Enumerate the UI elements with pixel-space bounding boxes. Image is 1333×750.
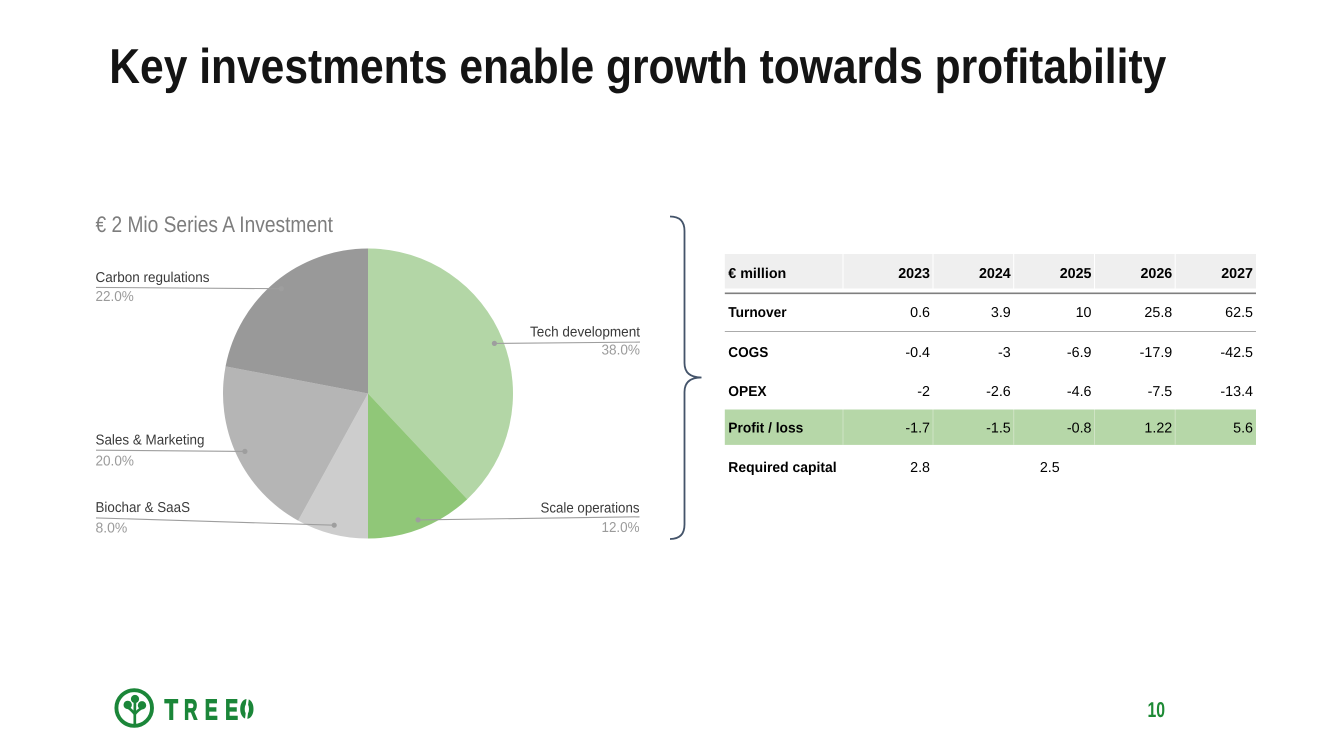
svg-text:-0.8: -0.8 — [1067, 421, 1092, 437]
svg-text:2027: 2027 — [1221, 266, 1253, 282]
svg-text:OPEX: OPEX — [728, 384, 767, 400]
svg-text:-1.7: -1.7 — [905, 421, 930, 437]
svg-text:-3: -3 — [998, 345, 1011, 361]
svg-text:-2.6: -2.6 — [986, 384, 1011, 400]
svg-text:Biochar & SaaS: Biochar & SaaS — [96, 500, 191, 516]
svg-text:-1.5: -1.5 — [986, 421, 1011, 437]
svg-text:Key investments enable growth: Key investments enable growth towards pr… — [109, 40, 1166, 94]
svg-text:-4.6: -4.6 — [1067, 384, 1092, 400]
svg-text:-7.5: -7.5 — [1148, 384, 1173, 400]
svg-text:Required capital: Required capital — [728, 460, 836, 476]
svg-text:2026: 2026 — [1140, 266, 1172, 282]
svg-text:2.5: 2.5 — [1040, 460, 1060, 476]
svg-text:-42.5: -42.5 — [1220, 345, 1253, 361]
svg-text:10: 10 — [1076, 305, 1092, 321]
svg-text:T: T — [165, 694, 179, 726]
svg-text:R: R — [184, 694, 198, 726]
svg-text:5.6: 5.6 — [1233, 421, 1253, 437]
svg-text:Sales & Marketing: Sales & Marketing — [96, 432, 205, 448]
svg-text:2025: 2025 — [1060, 266, 1092, 282]
svg-text:1.22: 1.22 — [1144, 421, 1172, 437]
svg-text:-6.9: -6.9 — [1067, 345, 1092, 361]
svg-text:Tech development: Tech development — [530, 324, 640, 340]
svg-text:10: 10 — [1148, 698, 1166, 722]
svg-text:-13.4: -13.4 — [1220, 384, 1253, 400]
svg-text:E: E — [205, 694, 218, 726]
svg-text:8.0%: 8.0% — [96, 520, 128, 536]
svg-text:2023: 2023 — [898, 266, 930, 282]
svg-text:Carbon regulations: Carbon regulations — [96, 270, 210, 286]
svg-text:-2: -2 — [917, 384, 930, 400]
svg-text:Scale operations: Scale operations — [541, 500, 640, 516]
svg-text:€ million: € million — [728, 266, 786, 282]
svg-text:38.0%: 38.0% — [602, 343, 641, 359]
svg-text:E: E — [225, 694, 238, 726]
svg-text:12.0%: 12.0% — [602, 520, 640, 536]
svg-text:0.6: 0.6 — [910, 305, 930, 321]
svg-text:-17.9: -17.9 — [1140, 345, 1173, 361]
svg-text:Profit / loss: Profit / loss — [728, 421, 803, 437]
svg-text:20.0%: 20.0% — [96, 453, 135, 469]
svg-text:-0.4: -0.4 — [905, 345, 930, 361]
svg-text:22.0%: 22.0% — [96, 289, 135, 305]
svg-text:COGS: COGS — [728, 345, 768, 361]
svg-text:€ 2 Mio Series A Investment: € 2 Mio Series A Investment — [96, 212, 334, 237]
svg-text:2.8: 2.8 — [910, 460, 930, 476]
svg-text:3.9: 3.9 — [991, 305, 1011, 321]
svg-text:62.5: 62.5 — [1225, 305, 1253, 321]
svg-text:25.8: 25.8 — [1144, 305, 1172, 321]
svg-text:2024: 2024 — [979, 266, 1011, 282]
svg-text:Turnover: Turnover — [728, 305, 787, 321]
